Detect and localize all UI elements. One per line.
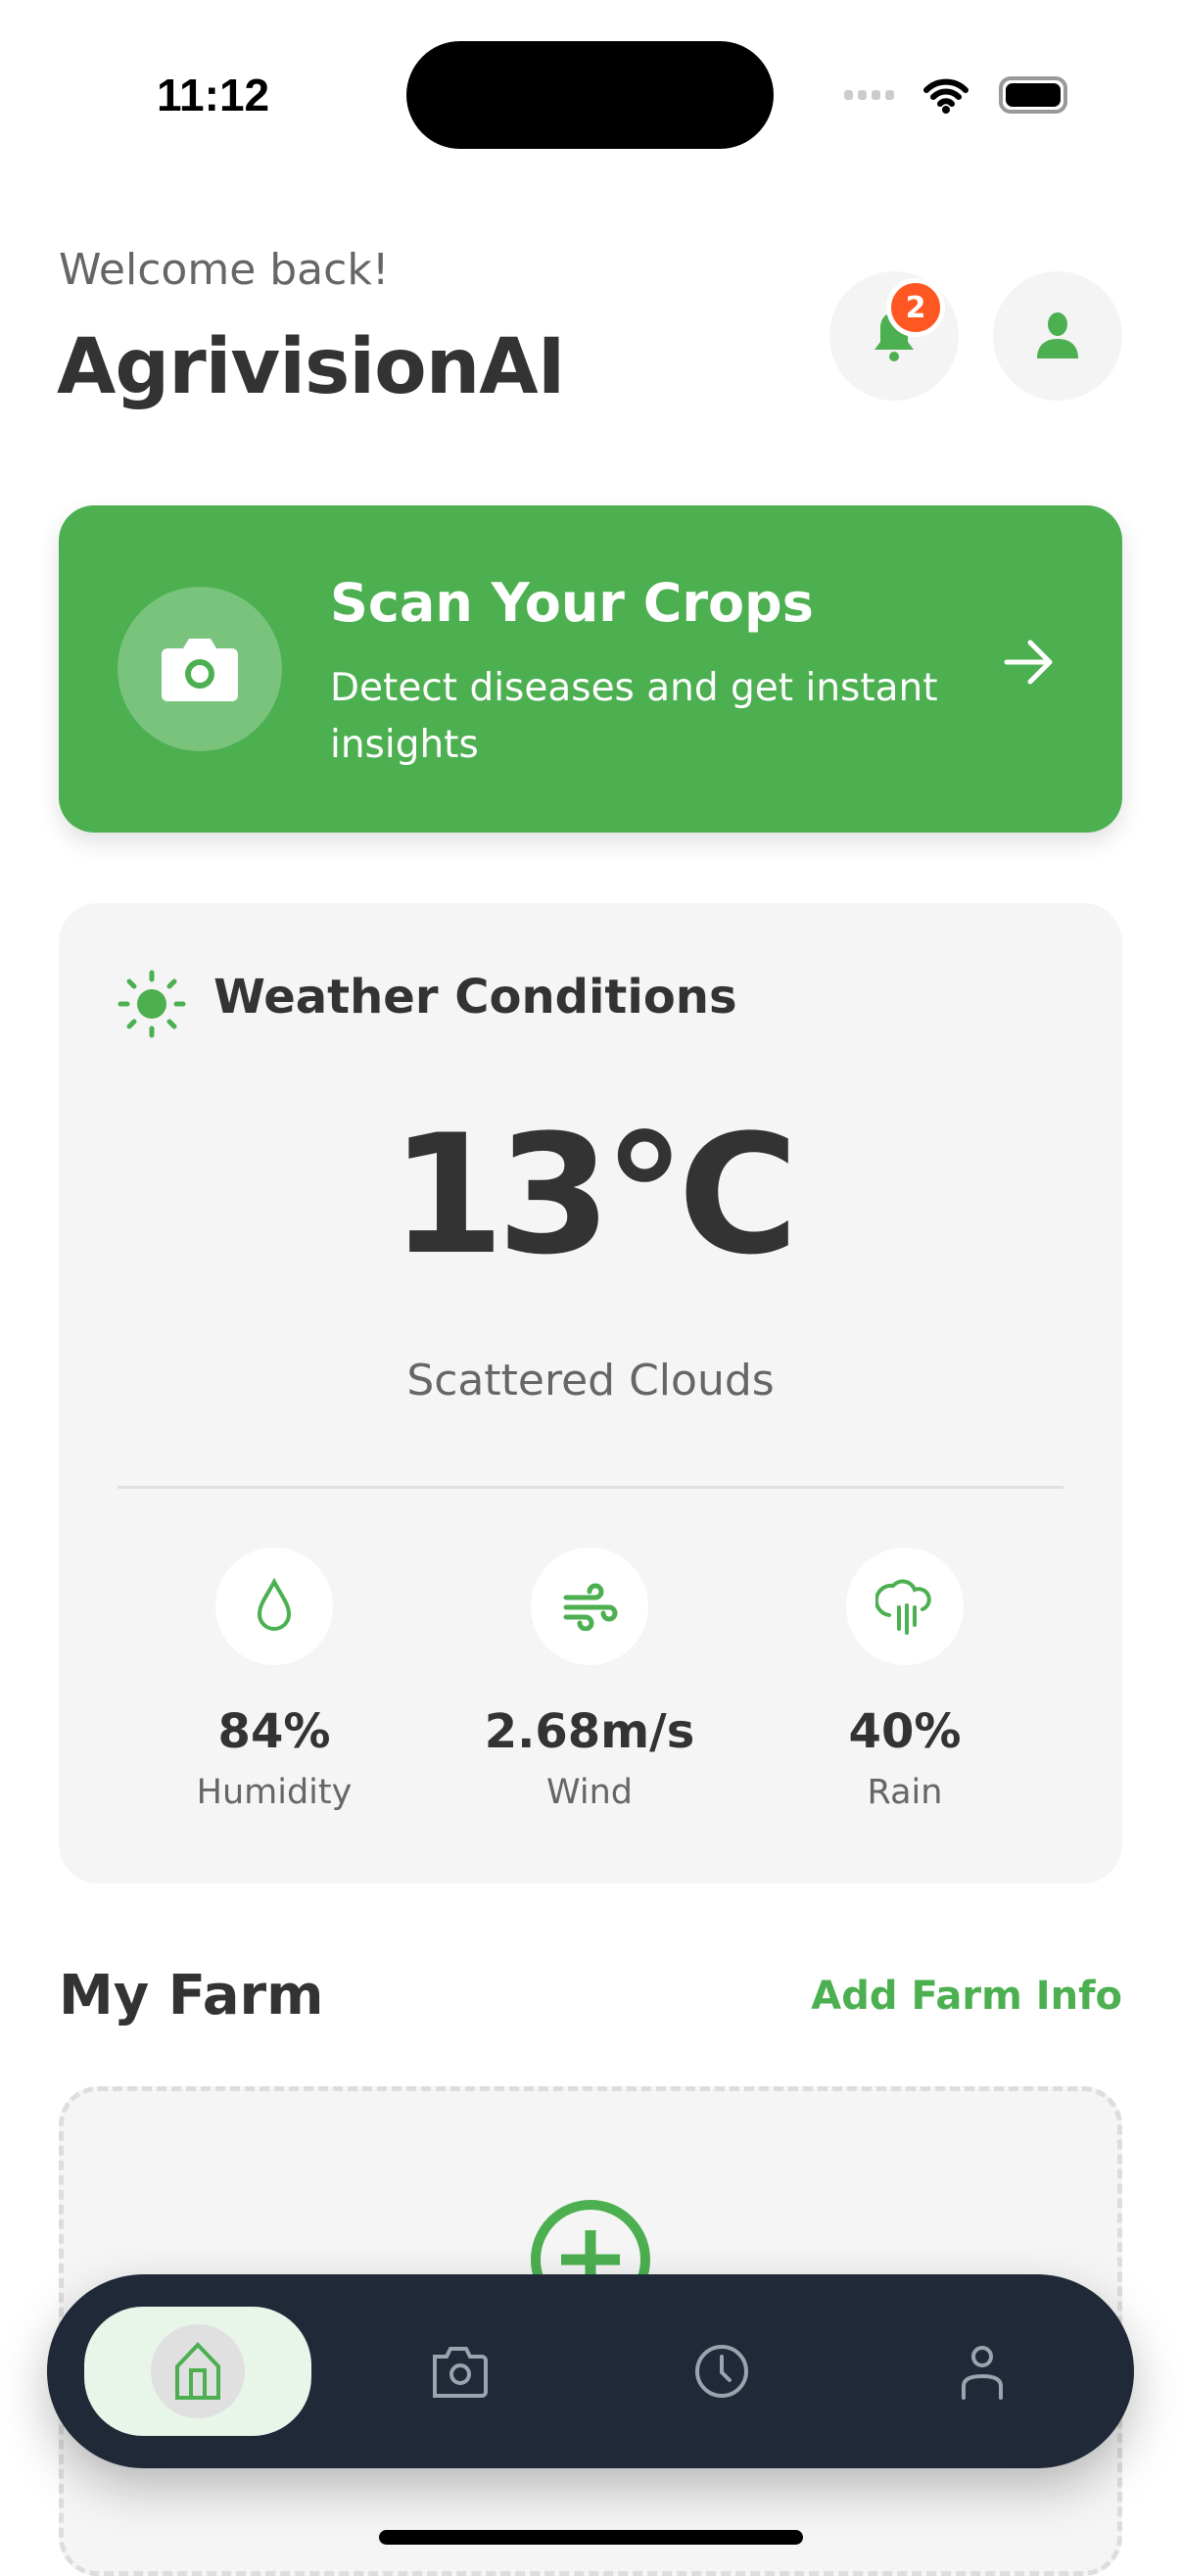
scan-camera-badge [118, 587, 282, 751]
signal-icon [844, 90, 894, 100]
nav-scan[interactable] [421, 2332, 499, 2410]
rain-stat: 40% Rain [778, 1548, 1032, 1812]
notification-badge: 2 [886, 278, 945, 337]
camera-icon [162, 639, 238, 701]
user-icon [962, 2346, 1003, 2400]
app-title: AgrivisionAI [57, 323, 566, 411]
section-title: My Farm [59, 1964, 324, 2027]
battery-icon [999, 76, 1067, 114]
wind-stat: 2.68m/s Wind [462, 1548, 717, 1812]
wifi-icon [923, 78, 968, 114]
humidity-stat: 84% Humidity [147, 1548, 402, 1812]
nav-history[interactable] [683, 2332, 761, 2410]
wind-icon [563, 1583, 618, 1631]
scan-title: Scan Your Crops [330, 572, 814, 634]
user-icon [1037, 312, 1078, 358]
greeting: Welcome back! [59, 245, 390, 295]
weather-title: Weather Conditions [213, 970, 737, 1025]
rain-cloud-icon [875, 1579, 931, 1635]
dynamic-island [406, 41, 774, 149]
scan-crops-card[interactable]: Scan Your Crops Detect diseases and get … [59, 505, 1122, 833]
profile-button[interactable] [993, 271, 1122, 401]
sun-icon [118, 970, 186, 1038]
nav-home[interactable] [84, 2307, 311, 2436]
divider [118, 1486, 1063, 1489]
stat-label: Humidity [196, 1773, 353, 1812]
droplet-icon [257, 1577, 292, 1631]
temperature: 13°C [390, 1099, 798, 1291]
clock-icon [695, 2345, 748, 2398]
weather-condition: Scattered Clouds [406, 1356, 775, 1406]
stat-value: 2.68m/s [484, 1704, 695, 1759]
stat-value: 84% [217, 1704, 331, 1759]
nav-profile[interactable] [943, 2332, 1021, 2410]
stat-value: 40% [848, 1704, 962, 1759]
scan-subtitle: Detect diseases and get instant insights [330, 666, 938, 767]
status-time: 11:12 [157, 70, 270, 120]
arrow-right-icon [1004, 640, 1053, 685]
home-indicator [379, 2530, 803, 2545]
home-icon [175, 2342, 220, 2400]
camera-icon [433, 2347, 488, 2398]
bottom-nav [47, 2274, 1134, 2468]
stat-label: Wind [546, 1773, 633, 1812]
add-farm-info-link[interactable]: Add Farm Info [811, 1974, 1122, 2019]
stat-label: Rain [867, 1773, 943, 1812]
weather-card: Weather Conditions 13°C Scattered Clouds… [59, 903, 1122, 1884]
